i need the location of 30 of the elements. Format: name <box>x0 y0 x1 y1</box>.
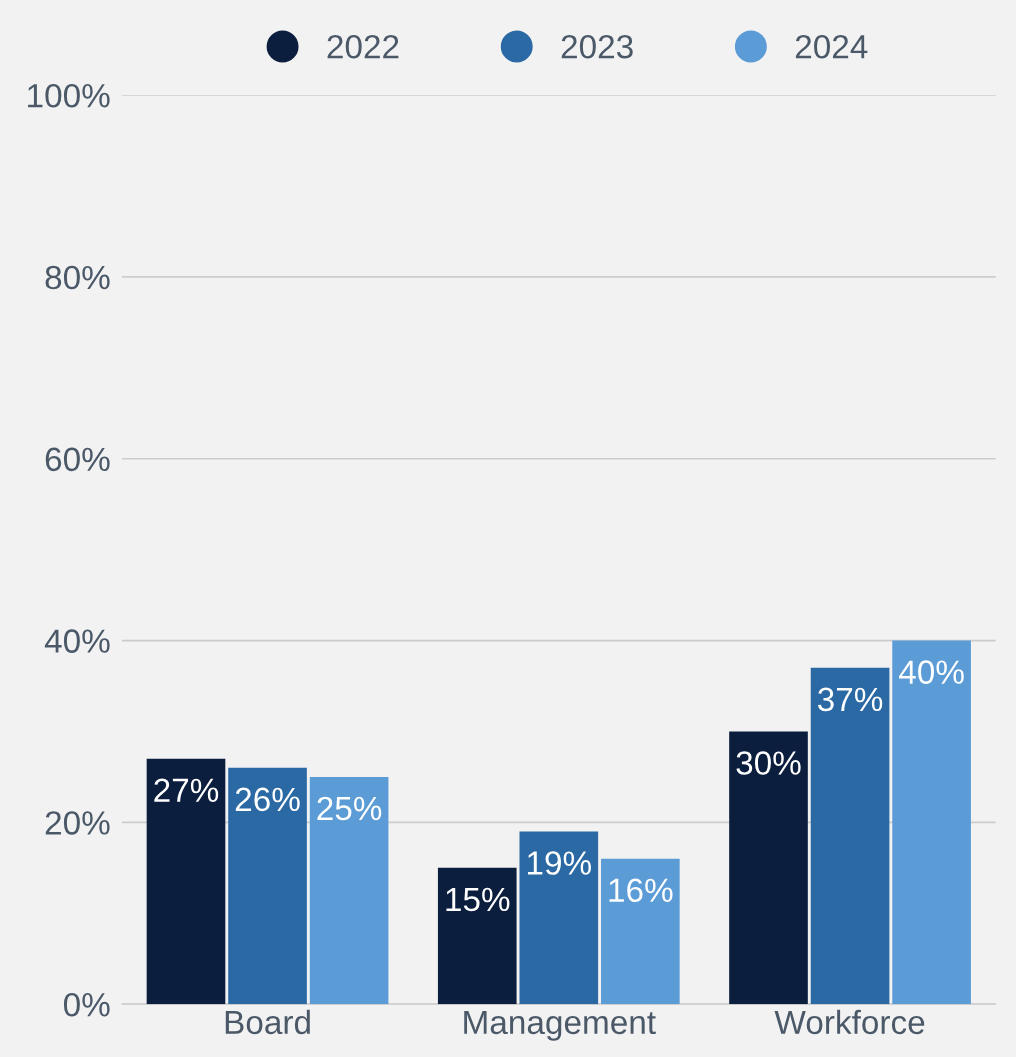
y-tick-label: 40% <box>44 629 110 653</box>
x-tick-label: Workforce <box>774 1009 925 1035</box>
data-label: 19% <box>527 851 591 875</box>
bar <box>519 831 599 1005</box>
bar <box>729 731 808 1005</box>
data-label: 16% <box>609 878 673 903</box>
legend-label: 2022 <box>327 34 399 59</box>
legend-label: 2024 <box>795 34 868 59</box>
data-label: 26% <box>235 787 300 812</box>
y-tick-label: 80% <box>45 265 110 290</box>
data-label: 37% <box>817 687 883 712</box>
y-tick-label: 20% <box>45 811 110 835</box>
data-label: 25% <box>317 796 382 821</box>
bar <box>146 758 226 1005</box>
bar <box>601 858 680 1005</box>
y-tick-label: 100% <box>28 83 110 108</box>
x-tick-label: Board <box>225 1009 310 1035</box>
bar <box>892 640 971 1005</box>
data-label: 40% <box>899 660 964 684</box>
data-label: 30% <box>736 751 801 775</box>
bar <box>437 867 517 1005</box>
legend-label: 2023 <box>561 34 633 59</box>
bar <box>810 667 890 1005</box>
bar <box>309 776 389 1005</box>
x-tick-label: Management <box>464 1010 656 1041</box>
bar <box>228 767 307 1005</box>
data-label: 15% <box>446 887 510 912</box>
y-tick-label: 60% <box>45 447 110 472</box>
data-label: 27% <box>154 778 219 802</box>
y-tick-label: 0% <box>63 992 110 1017</box>
